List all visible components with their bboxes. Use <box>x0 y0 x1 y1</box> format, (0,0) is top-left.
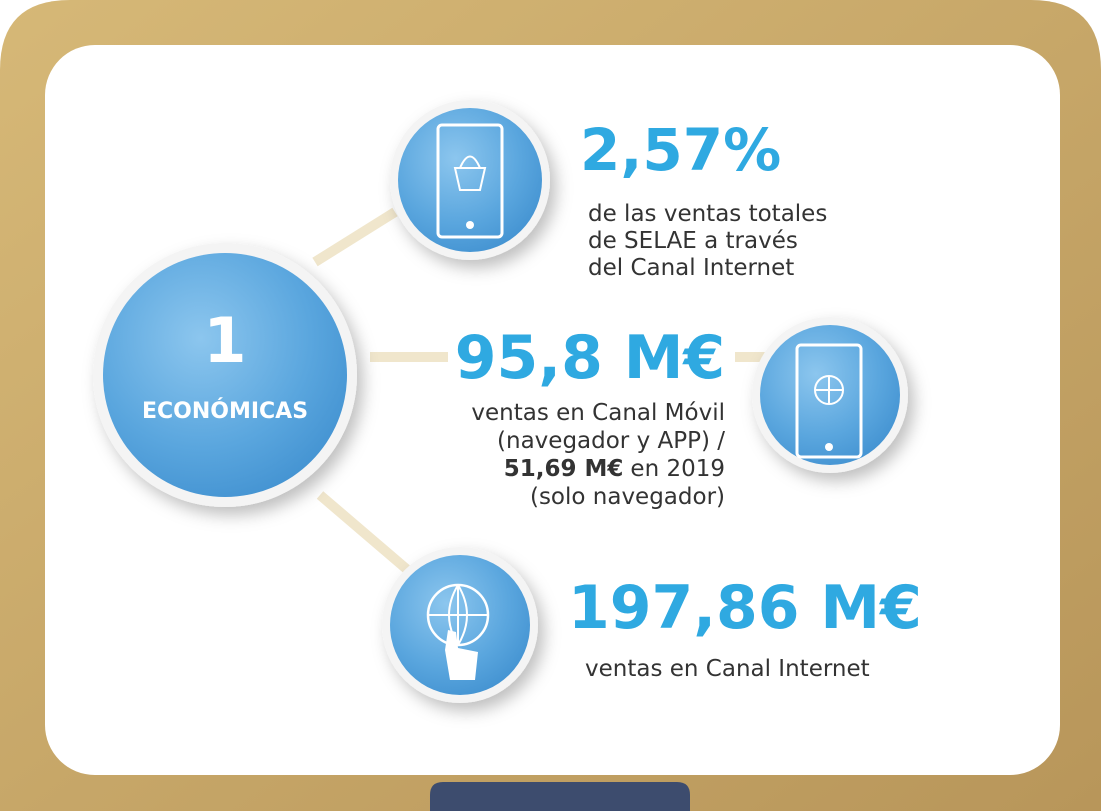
center-label: ECONÓMICAS <box>142 398 308 424</box>
icon-globe-hand <box>382 547 538 703</box>
icon-mobile-globe <box>752 317 908 473</box>
item-line: (solo navegador) <box>530 484 725 510</box>
item-value: 2,57% <box>580 116 781 184</box>
item-line: de SELAE a través <box>588 228 798 254</box>
highlight-rest: en 2019 <box>630 456 725 482</box>
highlight: 51,69 M€ <box>504 456 624 482</box>
panel <box>45 45 1060 775</box>
tab <box>430 782 690 811</box>
icon-basket <box>390 100 550 260</box>
item-line: de las ventas totales <box>588 201 827 227</box>
item-line: 51,69 M€ en 2019 <box>504 456 725 482</box>
item-value: 197,86 M€ <box>568 573 922 643</box>
center-node: 1 ECONÓMICAS <box>93 243 357 507</box>
center-number: 1 <box>203 304 246 377</box>
item-value: 95,8 M€ <box>455 323 725 393</box>
item-line: (navegador y APP) / <box>497 428 725 454</box>
connectors <box>312 207 765 576</box>
item-line: ventas en Canal Móvil <box>471 400 725 426</box>
item-line: del Canal Internet <box>588 255 794 281</box>
item-line: ventas en Canal Internet <box>585 656 870 682</box>
